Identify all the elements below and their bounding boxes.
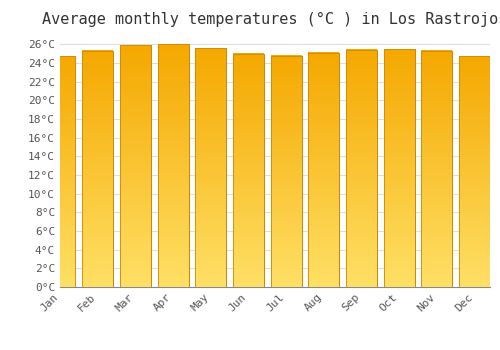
Bar xyxy=(120,45,151,287)
Bar xyxy=(270,56,302,287)
Bar xyxy=(270,56,302,287)
Bar xyxy=(44,56,76,287)
Bar xyxy=(422,51,452,287)
Bar xyxy=(422,51,452,287)
Bar xyxy=(196,48,226,287)
Bar xyxy=(82,51,113,287)
Bar xyxy=(196,48,226,287)
Bar xyxy=(308,53,340,287)
Bar xyxy=(384,49,414,287)
Bar xyxy=(120,45,151,287)
Bar xyxy=(308,53,340,287)
Bar xyxy=(82,51,113,287)
Bar xyxy=(158,44,188,287)
Bar xyxy=(459,56,490,287)
Bar xyxy=(346,50,377,287)
Bar xyxy=(459,56,490,287)
Bar xyxy=(384,49,414,287)
Bar xyxy=(158,44,188,287)
Bar xyxy=(346,50,377,287)
Bar xyxy=(44,56,76,287)
Bar xyxy=(233,54,264,287)
Title: Average monthly temperatures (°C ) in Los Rastrojos: Average monthly temperatures (°C ) in Lo… xyxy=(42,12,500,27)
Bar xyxy=(233,54,264,287)
